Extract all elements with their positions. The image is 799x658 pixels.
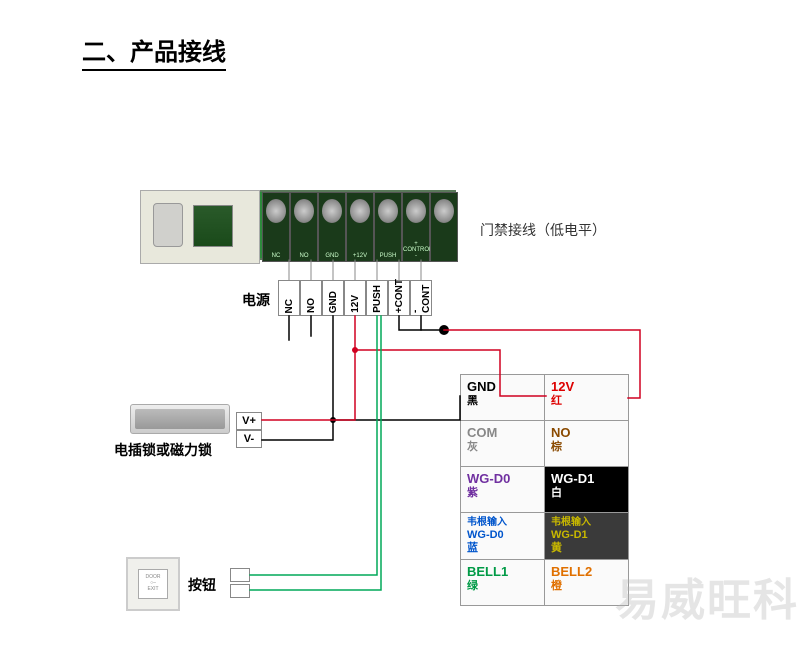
v-minus-box: V- xyxy=(236,430,262,448)
power-label: 电源 xyxy=(242,290,270,310)
terminal-board: NCNOGND+12VPUSH+ CONTROL - xyxy=(140,190,456,260)
wire-color-table: GND黑12V红COM灰NO棕WG-D0紫WG-D1白韦根输入WG-D0蓝韦根输… xyxy=(460,374,629,606)
wire-cell-韦根输入: 韦根输入WG-D0蓝 xyxy=(461,513,545,560)
pcb-capacitor xyxy=(153,203,183,247)
exit-text: EXIT xyxy=(147,586,158,592)
watermark: 易威旺科 xyxy=(615,564,799,628)
terminal-+cont: +CONT xyxy=(388,280,410,316)
board-label: 门禁接线（低电平） xyxy=(480,220,606,240)
button-terminal-1 xyxy=(230,568,250,582)
wiring-diagram xyxy=(0,0,799,658)
wire-cell-wg-d0: WG-D0紫 xyxy=(461,467,545,513)
terminal--cont: -CONT xyxy=(410,280,432,316)
button-terminal-2 xyxy=(230,584,250,598)
section-title: 二、产品接线 xyxy=(82,32,226,71)
wire-cell-com: COM灰 xyxy=(461,421,545,467)
terminal-gnd: GND xyxy=(322,280,344,316)
wire-cell-bell1: BELL1绿 xyxy=(461,560,545,606)
wire-cell-wg-d1: WG-D1白 xyxy=(545,467,629,513)
lock-icon xyxy=(130,404,230,434)
terminal-nc: NC xyxy=(278,280,300,316)
door-text: DOOR xyxy=(146,574,161,580)
button-label: 按钮 xyxy=(188,575,216,595)
screw-terminals: NCNOGND+12VPUSH+ CONTROL - xyxy=(262,192,458,262)
wire-cell-gnd: GND黑 xyxy=(461,375,545,421)
wire-cell-no: NO棕 xyxy=(545,421,629,467)
terminal-header-row: NCNOGND12VPUSH+CONT-CONT xyxy=(278,280,432,316)
pcb-left-module xyxy=(140,190,260,264)
wire-cell-12v: 12V红 xyxy=(545,375,629,421)
lock-label: 电插锁或磁力锁 xyxy=(114,440,212,460)
pcb-chip xyxy=(193,205,233,247)
exit-button-icon: DOOR○– EXIT xyxy=(126,557,180,611)
wire-cell-韦根输入: 韦根输入WG-D1黄 xyxy=(545,513,629,560)
terminal-12v: 12V xyxy=(344,280,366,316)
terminal-no: NO xyxy=(300,280,322,316)
v-plus-box: V+ xyxy=(236,412,262,430)
terminal-push: PUSH xyxy=(366,280,388,316)
